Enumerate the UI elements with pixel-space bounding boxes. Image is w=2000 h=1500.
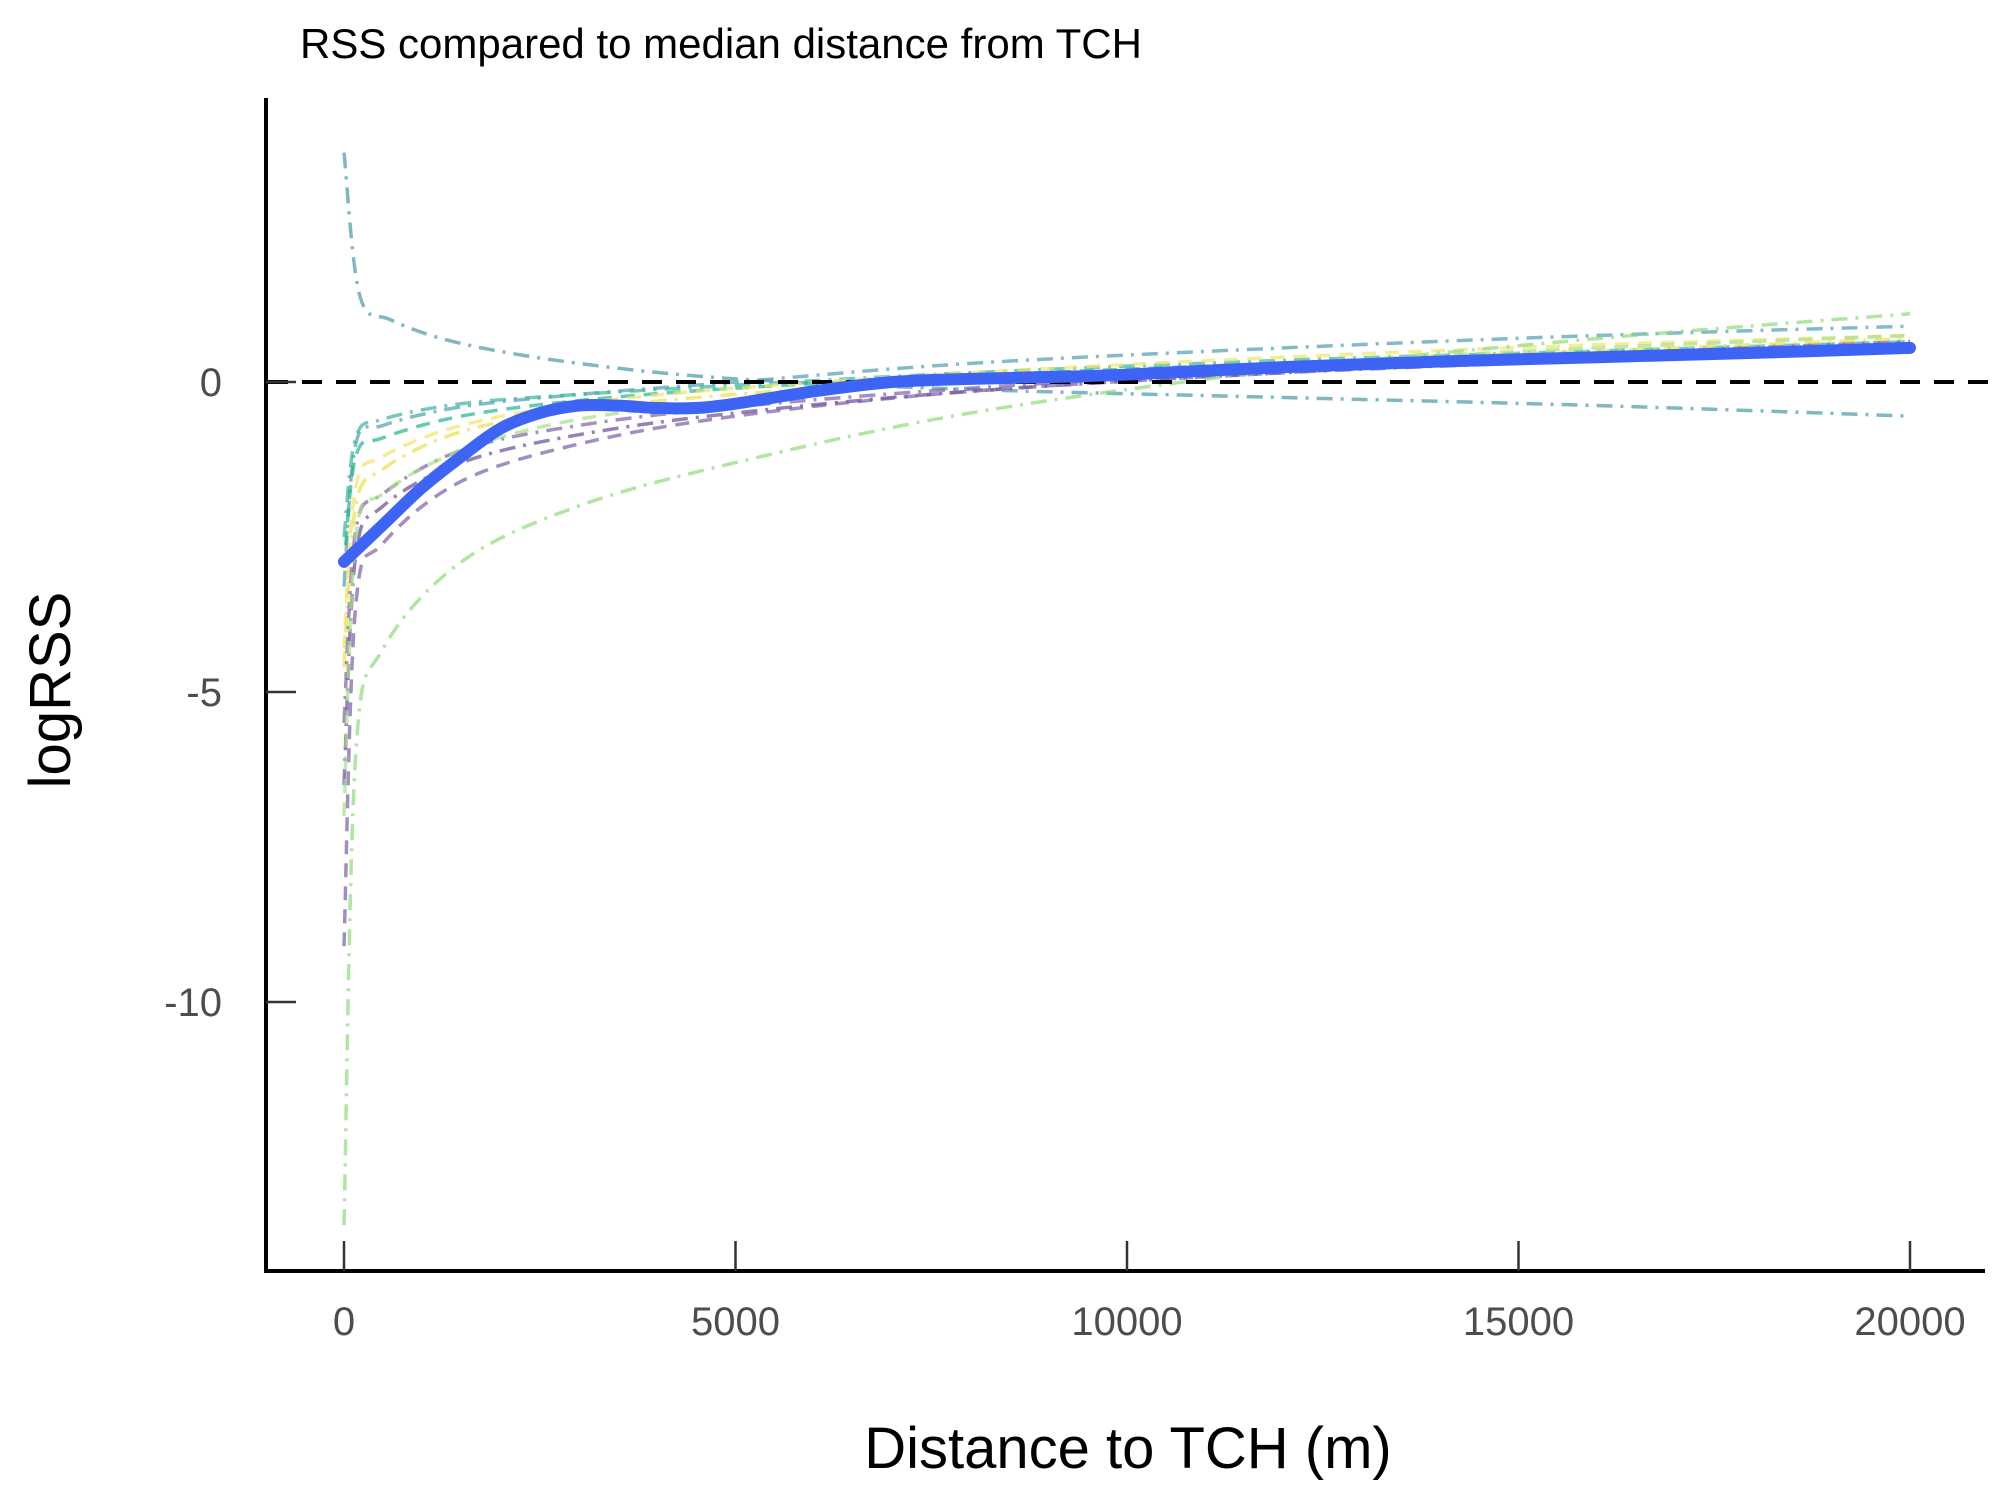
series-line-9 [342, 339, 1911, 724]
series-line-6 [342, 333, 1911, 649]
y-tick-label: -5 [186, 671, 222, 715]
x-tick-label: 15000 [1463, 1300, 1574, 1344]
series-line-7 [342, 346, 1911, 786]
x-tick-label: 10000 [1071, 1300, 1182, 1344]
series-line-3 [342, 339, 1911, 538]
series-line-5 [342, 336, 1911, 668]
x-tick-label: 0 [333, 1300, 355, 1344]
series-line-10 [342, 312, 1911, 1226]
x-tick-label: 5000 [691, 1300, 780, 1344]
mean-series-line [338, 341, 1916, 568]
y-tick-label: -10 [164, 981, 222, 1025]
y-axis-title: logRSS [18, 592, 83, 789]
series-line-1 [342, 152, 1911, 418]
x-tick-label: 20000 [1854, 1300, 1965, 1344]
x-ticks: 0 5000 10000 15000 20000 [333, 1241, 1966, 1344]
y-tick-label: 0 [200, 361, 222, 405]
chart-title: RSS compared to median distance from TCH [300, 20, 1142, 67]
series-layer [342, 152, 1911, 1226]
series-line-2 [342, 324, 1911, 587]
x-axis-title: Distance to TCH (m) [864, 1416, 1391, 1481]
plot-area [268, 152, 1990, 1226]
y-ticks: 0 -5 -10 [164, 361, 296, 1025]
